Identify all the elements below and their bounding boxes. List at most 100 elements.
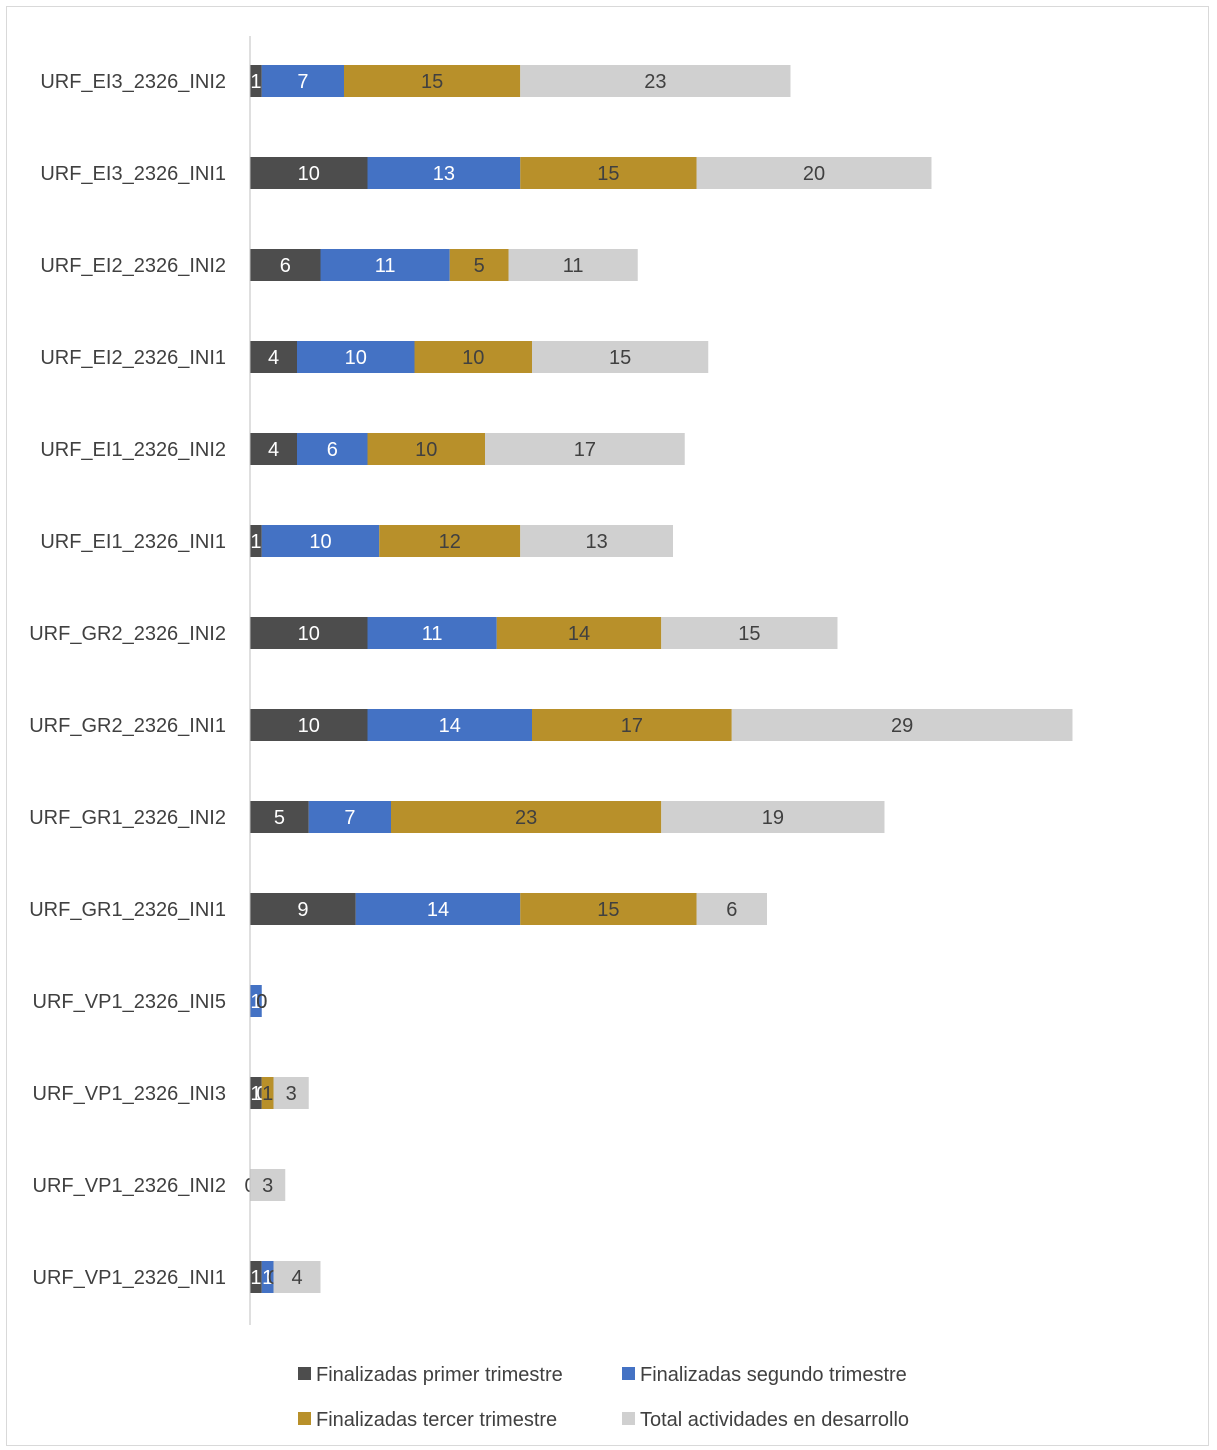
data-label: 13	[433, 163, 455, 185]
bar-segment	[273, 1261, 321, 1293]
data-label: 14	[568, 623, 590, 645]
data-label: 19	[762, 807, 784, 829]
category-label: URF_EI3_2326_INI2	[40, 71, 226, 93]
legend-label: Finalizadas tercer trimestre	[316, 1409, 557, 1431]
data-label: 10	[298, 715, 320, 737]
bar-segment	[250, 1261, 262, 1293]
bar-segment	[261, 1077, 274, 1109]
data-label: 1	[250, 1267, 261, 1289]
chart-frame	[6, 6, 1209, 1446]
data-label: 12	[439, 531, 461, 553]
bar-segment	[661, 801, 885, 833]
category-label: URF_EI3_2326_INI1	[40, 163, 226, 185]
category-label: URF_GR1_2326_INI2	[29, 807, 226, 829]
data-label: 6	[327, 439, 338, 461]
data-label: 9	[297, 899, 308, 921]
data-label: 14	[427, 899, 449, 921]
bar-segment	[297, 433, 368, 465]
data-label: 1	[250, 1083, 261, 1105]
data-label: 15	[609, 347, 631, 369]
bar-segment	[250, 709, 368, 741]
category-label: URF_EI1_2326_INI2	[40, 439, 226, 461]
bar-segment	[367, 157, 521, 189]
data-label: 15	[597, 899, 619, 921]
data-label: 3	[262, 1175, 273, 1197]
legend-label: Finalizadas primer trimestre	[316, 1364, 563, 1386]
category-label: URF_EI2_2326_INI2	[40, 255, 226, 277]
bar-segment	[250, 801, 309, 833]
category-label: URF_GR2_2326_INI1	[29, 715, 226, 737]
bar-segment	[520, 157, 697, 189]
bar-segment	[520, 65, 791, 97]
bar-segment	[273, 1077, 309, 1109]
data-label: 1	[250, 991, 261, 1013]
data-label: 10	[345, 347, 367, 369]
bar-segment	[532, 341, 709, 373]
data-label: 23	[515, 807, 537, 829]
legend-swatch	[298, 1367, 311, 1380]
bar-segment	[250, 985, 262, 1017]
bar-segment	[250, 525, 262, 557]
data-label: 1	[262, 1083, 273, 1105]
category-label: URF_VP1_2326_INI1	[33, 1267, 226, 1289]
data-label: 14	[439, 715, 461, 737]
bar-segment	[250, 157, 368, 189]
bar-segment	[367, 433, 485, 465]
data-label: 23	[644, 71, 666, 93]
data-label: 11	[422, 623, 443, 645]
category-label: URF_VP1_2326_INI2	[33, 1175, 226, 1197]
data-label: 10	[462, 347, 484, 369]
bar-segment	[731, 709, 1073, 741]
data-label: 10	[309, 531, 331, 553]
bar-segment	[308, 801, 391, 833]
bar-segment	[661, 617, 838, 649]
category-label: URF_EI2_2326_INI1	[40, 347, 226, 369]
bar-segment	[344, 65, 521, 97]
bar-segment	[250, 893, 356, 925]
bar-segment	[696, 157, 932, 189]
bar-segment	[250, 1077, 262, 1109]
bar-segment	[250, 1169, 286, 1201]
bar-segment	[449, 249, 509, 281]
bar-segment	[391, 801, 662, 833]
bar-segment	[367, 617, 497, 649]
data-label: 10	[415, 439, 437, 461]
legend-label: Total actividades en desarrollo	[640, 1409, 909, 1431]
data-label: 17	[574, 439, 596, 461]
bar-segment	[250, 249, 321, 281]
bar-segment	[250, 433, 297, 465]
data-label: 15	[738, 623, 760, 645]
category-label: URF_GR2_2326_INI2	[29, 623, 226, 645]
bar-segment	[532, 709, 732, 741]
data-label: 10	[298, 623, 320, 645]
bar-segment	[261, 525, 380, 557]
data-label: 3	[286, 1083, 297, 1105]
data-label: 0	[256, 991, 267, 1013]
data-label: 4	[291, 1267, 302, 1289]
data-label: 1	[250, 531, 261, 553]
category-label: URF_VP1_2326_INI5	[33, 991, 226, 1013]
bar-segment	[485, 433, 685, 465]
data-label: 4	[268, 347, 279, 369]
bar-segment	[250, 65, 262, 97]
bar-segment	[355, 893, 521, 925]
data-label: 4	[268, 439, 279, 461]
bar-segment	[508, 249, 638, 281]
data-label: 13	[586, 531, 608, 553]
data-label: 5	[274, 807, 285, 829]
bar-segment	[261, 1261, 274, 1293]
category-label: URF_GR1_2326_INI1	[29, 899, 226, 921]
legend-label: Finalizadas segundo trimestre	[640, 1364, 907, 1386]
bar-segment	[261, 65, 344, 97]
data-label: 1	[250, 71, 261, 93]
bar-segment	[320, 249, 450, 281]
data-label: 5	[474, 255, 485, 277]
data-label: 6	[726, 899, 737, 921]
data-label: 10	[298, 163, 320, 185]
data-label: 15	[421, 71, 443, 93]
bar-segment	[297, 341, 415, 373]
legend-swatch	[622, 1412, 635, 1425]
bar-segment	[520, 893, 697, 925]
data-label: 0	[256, 991, 267, 1013]
bar-segment	[520, 525, 673, 557]
